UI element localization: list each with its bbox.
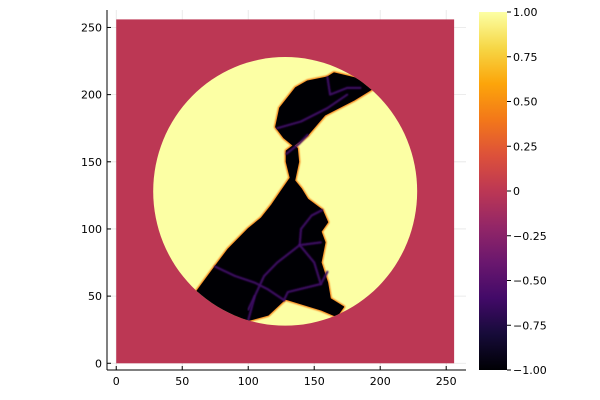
grain-boundary — [298, 209, 324, 247]
x-tick-label: 150 — [304, 375, 325, 388]
colorbar-tick-label: −0.50 — [513, 275, 547, 288]
colorbar-tick-label: −0.75 — [513, 319, 547, 332]
y-tick-label: 100 — [81, 223, 102, 236]
grain-boundary — [326, 76, 362, 96]
heatmap-layers — [116, 19, 455, 364]
x-ticks: 0 50 100 150 200 250 — [113, 366, 457, 388]
colorbar-tick-label: −1.00 — [513, 364, 547, 377]
y-ticks: 0 50 100 150 200 250 — [81, 21, 111, 370]
x-tick-label: 250 — [436, 375, 457, 388]
grain-boundary — [298, 244, 322, 286]
colorbar-tick-label: 0 — [513, 185, 520, 198]
x-tick-label: 50 — [175, 375, 189, 388]
y-tick-label: 50 — [88, 290, 102, 303]
x-tick-label: 100 — [238, 375, 259, 388]
grain-boundary — [282, 270, 329, 302]
y-tick-label: 200 — [81, 89, 102, 102]
x-tick-label: 200 — [370, 375, 391, 388]
y-tick-label: 0 — [95, 357, 102, 370]
x-tick-label: 0 — [113, 375, 120, 388]
grain-boundary — [276, 93, 349, 130]
grain-boundary — [214, 265, 285, 302]
colorbar-tick-label: 0.50 — [513, 96, 538, 109]
y-tick-label: 150 — [81, 156, 102, 169]
colorbar-gradient — [479, 12, 507, 370]
colorbar-tick-label: −0.25 — [513, 230, 547, 243]
y-tick-label: 250 — [81, 21, 102, 34]
plot-area: 0 50 100 150 200 250 0 50 100 150 200 250 — [81, 10, 466, 388]
colorbar-ticks: 1.00 0.75 0.50 0.25 0 −0.25 −0.50 −0.75 −1.00 — [507, 6, 547, 377]
grain-boundary — [247, 295, 256, 311]
colorbar-tick-label: 0.25 — [513, 140, 538, 153]
colorbar-tick-label: 0.75 — [513, 51, 538, 64]
grain-boundary — [285, 133, 309, 155]
colorbar-tick-label: 1.00 — [513, 6, 538, 19]
colorbar: 1.00 0.75 0.50 0.25 0 −0.25 −0.50 −0.75 −1.00 — [479, 6, 547, 377]
